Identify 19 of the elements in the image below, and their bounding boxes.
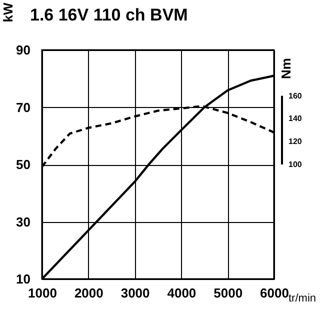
y2-tick-label: 120 — [288, 137, 302, 146]
y-tick-label: 90 — [16, 42, 30, 58]
x-tick-label: 5000 — [214, 286, 243, 300]
y2-tick-label: 160 — [288, 91, 302, 100]
x-tick-label: 4000 — [167, 286, 196, 300]
y2-tick-label: 100 — [288, 160, 302, 169]
y2-tick-label: 140 — [288, 114, 302, 124]
y-tick-label: 10 — [16, 272, 30, 286]
y2-axis-title: Nm — [278, 58, 294, 79]
x-tick-label: 2000 — [74, 286, 104, 300]
y-axis-title: kW — [0, 2, 16, 22]
y-tick-label: 70 — [16, 100, 30, 115]
y-tick-label: 50 — [16, 157, 30, 172]
x-tick-label: 3000 — [120, 286, 150, 300]
x-axis-title: tr/min — [288, 292, 316, 304]
x-tick-label: 1000 — [28, 286, 57, 300]
chart-title: 1.6 16V 110 ch BVM — [30, 5, 188, 24]
y-tick-label: 30 — [16, 214, 30, 230]
x-tick-label: 6000 — [260, 286, 289, 300]
